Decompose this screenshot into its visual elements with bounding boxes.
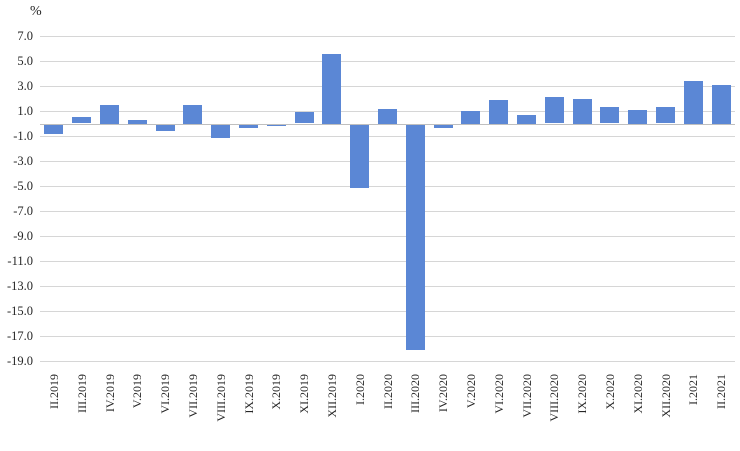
bar-XII.2020: [656, 107, 675, 123]
bar-II.2019: [44, 125, 63, 134]
bar-VI.2019: [156, 125, 175, 131]
bar-XI.2019: [295, 112, 314, 123]
bar-IX.2020: [573, 99, 592, 124]
gridline--3.0: [40, 161, 735, 162]
bar-VII.2020: [517, 115, 536, 124]
x-tick-label-I.2021: I.2021: [686, 374, 700, 405]
x-tick-label-VI.2020: VI.2020: [492, 374, 506, 414]
gridline--13.0: [40, 286, 735, 287]
y-tick-label: -7.0: [13, 204, 33, 218]
gridline--1.0: [40, 136, 735, 137]
y-tick-label: 5.0: [17, 54, 33, 68]
bar-VIII.2019: [211, 125, 230, 138]
x-tick-label-X.2019: X.2019: [269, 374, 283, 410]
bar-VIII.2020: [545, 97, 564, 123]
y-tick-label: -5.0: [13, 179, 33, 193]
x-tick-label-II.2019: II.2019: [47, 374, 61, 409]
gridline-3.0: [40, 86, 735, 87]
bar-IV.2020: [434, 125, 453, 128]
x-tick-label-IV.2020: IV.2020: [436, 374, 450, 413]
bar-I.2021: [684, 81, 703, 124]
gridline-7.0: [40, 36, 735, 37]
y-tick-label: -11.0: [7, 254, 33, 268]
x-tick-label-VIII.2019: VIII.2019: [214, 374, 228, 422]
gridline--19.0: [40, 361, 735, 362]
x-tick-label-VI.2019: VI.2019: [158, 374, 172, 414]
gridline--7.0: [40, 211, 735, 212]
x-tick-label-II.2020: II.2020: [381, 374, 395, 409]
gridline-5.0: [40, 61, 735, 62]
y-tick-label: 7.0: [17, 29, 33, 43]
gridline--15.0: [40, 311, 735, 312]
bar-IX.2019: [239, 125, 258, 128]
bar-XII.2019: [322, 54, 341, 124]
x-tick-label-III.2019: III.2019: [75, 374, 89, 413]
gridline--11.0: [40, 261, 735, 262]
x-tick-label-X.2020: X.2020: [603, 374, 617, 410]
bar-III.2020: [406, 125, 425, 350]
bar-I.2020: [350, 125, 369, 188]
bar-V.2019: [128, 120, 147, 124]
x-tick-label-V.2020: V.2020: [464, 374, 478, 409]
gridline--9.0: [40, 236, 735, 237]
bar-VII.2019: [183, 105, 202, 124]
x-tick-label-XI.2019: XI.2019: [297, 374, 311, 414]
bar-IV.2019: [100, 105, 119, 124]
y-tick-label: -17.0: [6, 329, 33, 343]
x-tick-label-VII.2019: VII.2019: [186, 374, 200, 418]
x-tick-label-VII.2020: VII.2020: [520, 374, 534, 418]
x-tick-label-V.2019: V.2019: [130, 374, 144, 409]
x-tick-label-IV.2019: IV.2019: [103, 374, 117, 413]
y-tick-label: -15.0: [6, 304, 33, 318]
x-tick-label-XII.2019: XII.2019: [325, 374, 339, 418]
y-tick-label: -1.0: [13, 129, 33, 143]
bar-VI.2020: [489, 100, 508, 124]
gridline--5.0: [40, 186, 735, 187]
x-axis-zero-line: [40, 124, 735, 125]
bar-X.2020: [600, 107, 619, 123]
bar-III.2019: [72, 117, 91, 123]
gridline--17.0: [40, 336, 735, 337]
y-axis-unit-label: %: [30, 4, 42, 19]
y-tick-label: -3.0: [13, 154, 33, 168]
bar-II.2020: [378, 109, 397, 124]
x-tick-label-IX.2020: IX.2020: [575, 374, 589, 414]
x-tick-label-I.2020: I.2020: [353, 374, 367, 405]
bar-II.2021: [712, 85, 731, 124]
x-tick-label-II.2021: II.2021: [714, 374, 728, 409]
x-tick-label-VIII.2020: VIII.2020: [547, 374, 561, 422]
bar-XI.2020: [628, 110, 647, 124]
x-tick-label-XII.2020: XII.2020: [659, 374, 673, 418]
y-tick-label: 3.0: [17, 79, 33, 93]
x-tick-label-III.2020: III.2020: [408, 374, 422, 413]
y-tick-label: 1.0: [17, 104, 33, 118]
y-tick-label: -13.0: [6, 279, 33, 293]
y-tick-label: -9.0: [13, 229, 33, 243]
y-tick-label: -19.0: [6, 354, 33, 368]
x-tick-label-XI.2020: XI.2020: [631, 374, 645, 414]
bar-X.2019: [267, 125, 286, 126]
bar-V.2020: [461, 111, 480, 124]
x-tick-label-IX.2019: IX.2019: [242, 374, 256, 414]
